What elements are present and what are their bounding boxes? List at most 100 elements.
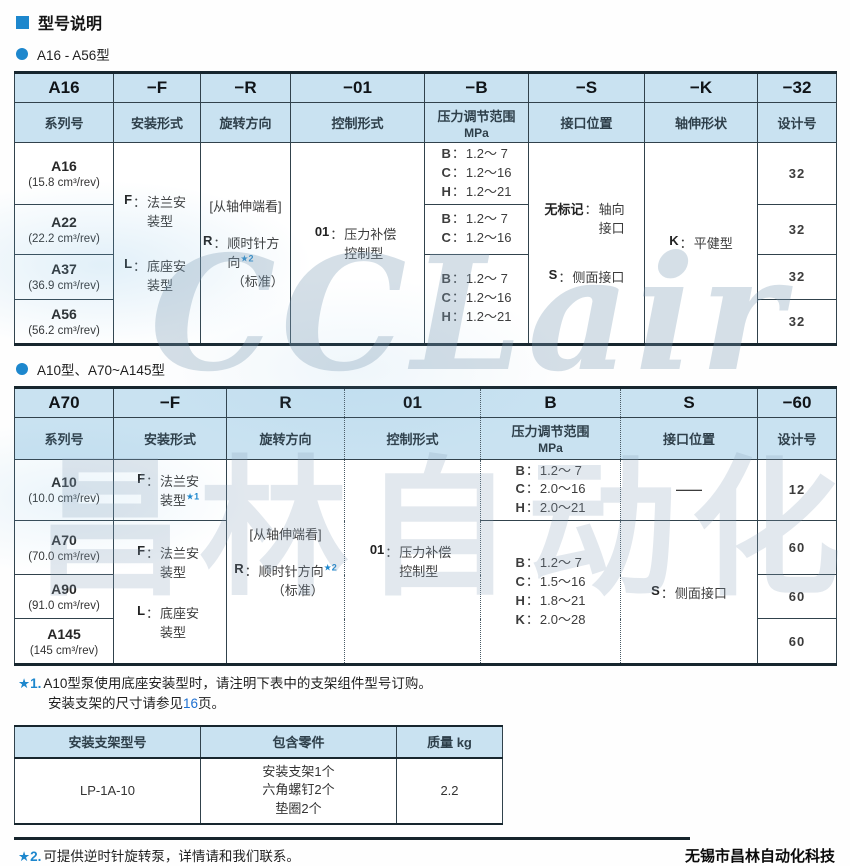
series-name: A145 [47,625,81,642]
series-displacement: (56.2 cm³/rev) [28,324,100,337]
series-name: A10 [51,474,77,491]
t2-port-a10: —— [620,458,758,522]
code-letter: L [137,603,146,619]
series-displacement: (70.0 cm³/rev) [28,551,100,564]
footnote-1-line2: 安装支架的尺寸请参见16页。 [48,694,837,714]
code-letter: L [124,255,133,271]
code-letter: F [124,191,133,207]
t1-header-port: 接口位置 [528,102,645,143]
series-displacement: (91.0 cm³/rev) [28,600,100,613]
page-ref-link[interactable]: 16 [183,696,199,712]
rotation-standard-note: （标准） [231,273,284,289]
t1-pressure-a22: B： 1.2～ 7 C： 1.2～16 [424,203,529,255]
t2-design-a90: 60 [757,574,837,620]
t2-header-port: 接口位置 [620,416,758,460]
t2-port-rest: S：侧面接口 [620,520,758,666]
series-name: A16 [51,157,77,174]
t1-shaft-cell: K：平健型 [644,142,758,345]
part-item: 安装支架1个 [262,763,335,779]
colon: ： [385,545,399,561]
series-displacement: (10.0 cm³/rev) [28,493,100,506]
t1-code-series: A16 [14,72,114,103]
t1-series-a16: A16 (15.8 cm³/rev) [14,142,114,205]
code-letter: R [234,560,244,576]
bottom-divider [14,837,690,841]
t2-code-control: 01 [344,386,481,418]
colon: ： [451,183,465,199]
footnote-1-line2-pre: 安装支架的尺寸请参见 [48,696,183,712]
rotation-standard-note: （标准） [271,582,324,598]
t1-code-pressure: −B [424,72,529,103]
mounting-base-label: 底座安装型 [147,258,187,293]
colon: ： [525,462,539,478]
t1-control-cell: 01：压力补偿控制型 [290,142,425,345]
series-name: A90 [51,581,77,598]
pressure-range: 2.0～28 [539,611,586,627]
series-displacement: (145 cm³/rev) [29,644,99,657]
code-letter: 01 [314,223,330,239]
mounting-flange-label: 法兰安装型 [160,546,200,581]
colon: ： [451,164,465,180]
colon: ： [451,146,465,161]
section2-text: A10型、A70~A145型 [37,362,165,378]
t1-header-control: 控制形式 [290,102,425,143]
rotation-view-note: [从轴伸端看] [249,526,322,542]
bullet-icon [16,48,28,60]
t2-header-pressure-label: 压力调节范围 [511,424,590,440]
t2-code-rotation: R [226,386,345,418]
pressure-code: B [515,462,525,478]
t2-mounting-rest: F：法兰安装型 L：底座安装型 [113,520,227,666]
t1-pressure-a37-a56: B： 1.2～ 7 C： 1.2～16 H： 1.2～21 [424,253,529,345]
series-displacement: (15.8 cm³/rev) [28,176,100,189]
t1-rotation-cell: [从轴伸端看] R： 顺时针方向★2 （标准） [200,142,291,345]
series-name: A70 [51,532,77,549]
code-letter: F [137,470,146,486]
t2-control-cell: 01：压力补偿控制型 [344,458,481,666]
colon: ： [451,271,465,287]
table-row: A10 (10.0 cm³/rev) F：法兰安装型★1 [从轴伸端看] R： … [14,458,837,666]
table-row: LP-1A-10 安装支架1个 六角螺钉2个 垫圈2个 2.2 [14,757,503,825]
bracket-parts: 安装支架1个 六角螺钉2个 垫圈2个 [200,757,397,825]
t1-pressure-a16: B： 1.2～ 7 C： 1.2～16 H： 1.2～21 [424,142,529,205]
control-label: 压力补偿控制型 [399,545,452,580]
title-square-icon [16,15,29,29]
pressure-range: 1.2～16 [465,290,512,306]
t2-code-row: A70 −F R 01 B S −60 [14,386,837,418]
t1-design-a37: 32 [757,253,837,300]
footnote-mark-2: ★2 [323,562,337,573]
pressure-range: 1.2～21 [465,183,512,199]
t1-series-a37: A37 (36.9 cm³/rev) [14,253,114,300]
series-name: A37 [51,261,77,278]
rotation-label: 顺时针方向 [258,563,324,579]
t1-code-row: A16 −F −R −01 −B −S −K −32 [14,72,837,103]
pressure-range: 2.0～16 [539,481,586,497]
series-name: A22 [51,213,77,230]
footnote-1: ★1. A10型泵使用底座安装型时，请注明下表中的支架组件型号订购。 安装支架的尺… [18,674,837,715]
section-label-a16-a56: A16 - A56型 [16,44,837,64]
footnote-1-mark: ★1. [18,676,42,692]
table-row: A37 (36.9 cm³/rev) B： 1.2～ 7 C： 1.2～16 H： 1… [14,253,837,345]
t1-header-pressure-label: 压力调节范围 [437,108,516,124]
colon: ： [451,211,465,227]
t2-design-a10: 12 [757,458,837,522]
page-title-text: 型号说明 [38,16,103,33]
t2-header-series: 系列号 [14,416,114,460]
t2-header-pressure: 压力调节范围 MPa [480,416,621,460]
t2-code-pressure: B [480,386,621,418]
bottom-row: ★2. 可提供逆时针旋转泵，详情请和我们联系。 无锡市昌林自动化科技 [14,845,837,866]
code-letter: 01 [369,542,385,558]
t1-series-a22: A22 (22.2 cm³/rev) [14,203,114,255]
port-side-label: 侧面接口 [572,270,625,286]
pressure-code: H [441,183,451,199]
mounting-base-label: 底座安装型 [160,606,200,641]
pressure-code: H [441,308,451,324]
footnote-2-text: 可提供逆时针旋转泵，详情请和我们联系。 [43,849,300,865]
code-letter: F [137,543,146,559]
bracket-weight: 2.2 [396,757,503,825]
t1-header-pressure: 压力调节范围 MPa [424,102,529,143]
colon: ： [244,563,258,579]
series-displacement: (22.2 cm³/rev) [28,232,100,245]
pressure-range: 2.0～21 [539,500,586,516]
part-item: 垫圈2个 [275,801,322,817]
t1-code-mounting: −F [113,72,201,103]
